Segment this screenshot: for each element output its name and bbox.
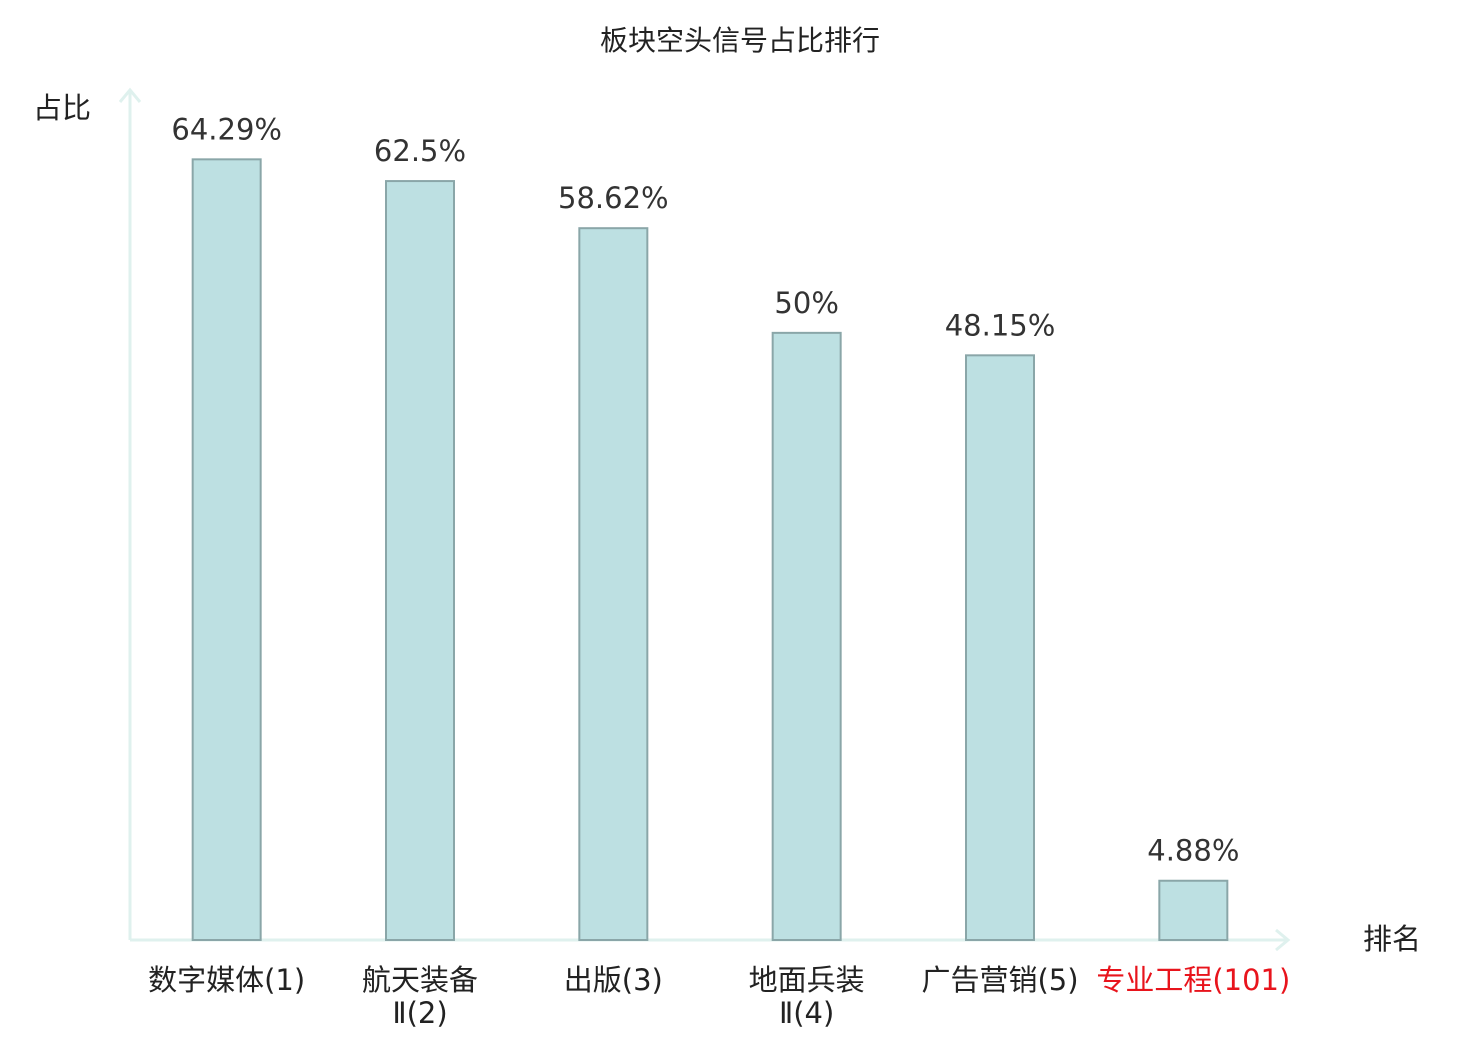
x-tick-label: 出版(3) [563, 963, 663, 997]
bar [385, 180, 455, 942]
bar [191, 158, 262, 942]
value-label: 50% [774, 286, 838, 320]
x-tick-label: 专业工程(101) [1096, 963, 1291, 997]
bar [771, 331, 842, 942]
value-label: 48.15% [945, 308, 1056, 342]
x-axis-arrow [1275, 928, 1291, 952]
value-label: 4.88% [1147, 834, 1239, 868]
value-label: 58.62% [558, 181, 669, 215]
x-tick-label: 航天装备 Ⅱ(2) [361, 963, 478, 1030]
bar [965, 354, 1035, 942]
x-tick-label: 数字媒体(1) [148, 963, 306, 997]
chart-title: 板块空头信号占比排行 [600, 24, 880, 57]
x-tick-label: 地面兵装 Ⅱ(4) [748, 963, 865, 1030]
x-tick-label: 广告营销(5) [921, 963, 1079, 997]
value-label: 64.29% [171, 112, 282, 146]
y-axis-label: 占比 [33, 91, 91, 125]
bar [1158, 879, 1229, 941]
value-label: 62.5% [374, 134, 466, 168]
axes [118, 87, 1291, 952]
y-axis-arrow [118, 87, 142, 103]
x-axis-label: 排名 [1363, 922, 1421, 956]
bar [578, 227, 649, 941]
